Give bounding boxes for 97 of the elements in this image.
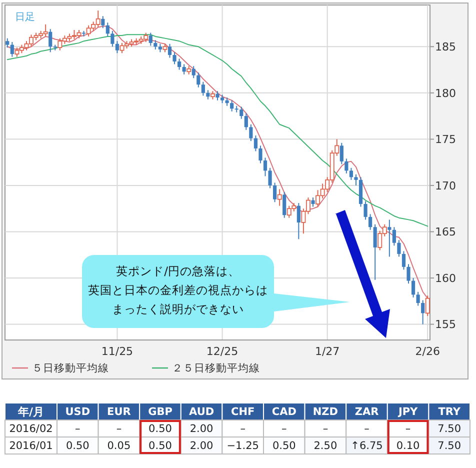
candlestick — [110, 30, 114, 48]
data-label: −1.25 — [226, 440, 259, 452]
x-tick-label: ZAR — [354, 406, 379, 418]
candlestick — [368, 214, 372, 230]
data-label: 2.00 — [190, 423, 214, 436]
candlestick — [388, 219, 392, 258]
candlestick — [296, 202, 300, 240]
candlestick — [416, 291, 420, 306]
candlestick — [196, 72, 200, 88]
candlestick — [178, 58, 182, 70]
candlestick — [268, 167, 272, 189]
candlestick — [10, 42, 14, 58]
candlestick — [201, 81, 205, 96]
candlestick — [277, 188, 282, 206]
candlestick — [273, 182, 277, 203]
candlestick — [354, 174, 358, 186]
line-series — [6, 34, 428, 227]
candlestick — [192, 66, 196, 79]
candlestick — [411, 277, 416, 298]
text: – — [116, 423, 122, 436]
candlestick — [392, 226, 396, 246]
data-label: 0.10 — [396, 440, 420, 452]
candlestick — [258, 145, 262, 164]
x-tick-label: AUD — [189, 406, 214, 418]
annotation: 英国と日本の金利差の視点からは — [88, 283, 268, 297]
text: – — [240, 423, 246, 436]
data-label: 0.50 — [148, 440, 172, 452]
text: – — [322, 423, 328, 436]
candlestick — [311, 196, 315, 208]
candlestick — [282, 191, 286, 218]
candlestick — [101, 16, 105, 29]
candlestick — [397, 240, 401, 258]
y-tick-label: 180 — [435, 86, 456, 100]
data-label: 2.00 — [190, 440, 214, 452]
y-tick-label: 185 — [435, 40, 456, 54]
annotation: 英ポンド/円の急落は、 — [116, 264, 240, 278]
text: – — [75, 423, 80, 436]
candlestick — [154, 40, 158, 50]
x-tick-label: TRY — [438, 406, 461, 418]
candlestick — [406, 264, 410, 284]
candlestick — [421, 300, 425, 325]
candlestick — [206, 90, 210, 100]
text: – — [364, 423, 370, 436]
legend-label: ５日移動平均線 — [32, 362, 109, 375]
candlestick — [263, 157, 268, 177]
data-label: 0.05 — [107, 440, 131, 452]
annotation: 日足 — [15, 12, 35, 23]
y-tick-label: 160 — [435, 272, 456, 285]
x-tick-label: CAD — [272, 406, 297, 418]
text: – — [405, 423, 411, 436]
y-tick-label: 165 — [435, 226, 456, 239]
x-tick-label: JPY — [397, 406, 418, 418]
x-tick-label: 1/27 — [314, 345, 340, 358]
candlestick — [172, 52, 176, 65]
candlestick — [240, 106, 244, 120]
data-label: 0.50 — [272, 440, 296, 452]
x-tick-label: USD — [65, 406, 90, 418]
data-label: 7.50 — [438, 440, 462, 452]
y-tick-label: 175 — [435, 133, 456, 146]
candlestick — [48, 28, 52, 53]
x-tick-label: GBP — [148, 406, 173, 418]
candlestick — [148, 32, 152, 46]
data-label: ↑6.75 — [350, 440, 383, 452]
candlestick — [373, 224, 377, 280]
y-tick-label: 155 — [435, 318, 456, 332]
legend-label: ２５日移動平均線 — [172, 362, 260, 375]
data-label: 0.50 — [66, 440, 90, 452]
candlestick — [182, 64, 186, 75]
x-tick-label: 2/26 — [415, 345, 440, 358]
candlestick — [249, 124, 253, 142]
candlestick — [344, 158, 348, 174]
annotation: まったく説明ができない — [112, 302, 244, 316]
y-axis-title: 年/月 — [16, 405, 44, 418]
data-label: 7.50 — [438, 423, 462, 436]
y-tick-label: 2016/02 — [9, 423, 53, 436]
candlestick — [168, 43, 172, 58]
candlestick — [115, 40, 120, 54]
x-tick-label: 11/25 — [101, 345, 134, 358]
x-tick-label: EUR — [107, 406, 131, 418]
candlestick — [230, 100, 234, 112]
x-tick-label: CHF — [231, 406, 255, 418]
candlestick — [364, 200, 368, 220]
data-label: 0.50 — [148, 423, 172, 436]
candlestick — [340, 142, 344, 165]
candlestick — [106, 22, 110, 37]
candlestick — [402, 250, 406, 270]
y-tick-label: 170 — [435, 179, 456, 192]
candlestick — [254, 134, 258, 152]
x-tick-label: 12/25 — [206, 345, 238, 358]
data-label: 2.50 — [314, 440, 338, 452]
x-tick-label: NZD — [312, 406, 338, 418]
candlestick — [349, 167, 354, 180]
candlestick — [216, 90, 220, 101]
text: – — [282, 423, 287, 436]
candlestick — [6, 38, 10, 48]
y-tick-label: 2016/01 — [9, 440, 53, 452]
candlestick — [244, 112, 248, 130]
